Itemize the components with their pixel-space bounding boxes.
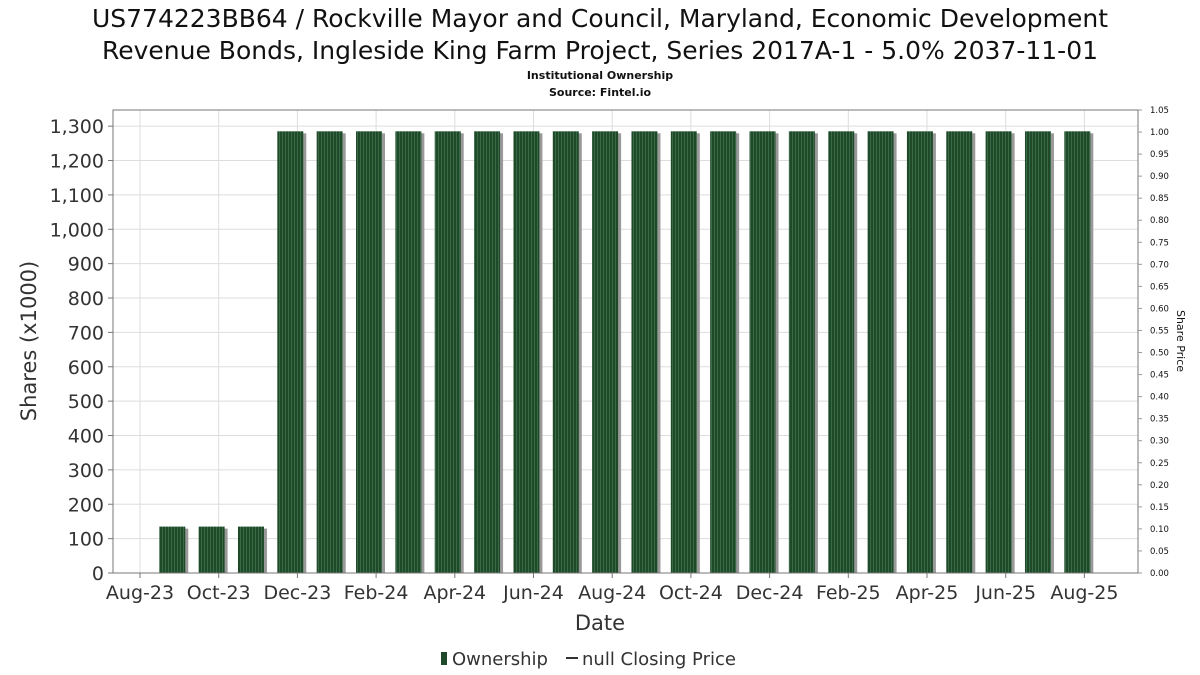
bar-Jun-25 xyxy=(985,131,1012,573)
bar-Jul-25 xyxy=(1024,131,1051,573)
chart-source: Source: Fintel.io xyxy=(549,86,651,99)
y-tick-label: 300 xyxy=(68,460,104,482)
bar-Jan-25 xyxy=(788,131,815,573)
x-tick-label: Dec-23 xyxy=(263,582,331,604)
y2-tick-label: 0.35 xyxy=(1150,415,1169,425)
y2-tick-label: 0.70 xyxy=(1150,260,1169,270)
y2-tick-label: 0.00 xyxy=(1150,569,1169,579)
y-tick-label: 400 xyxy=(68,426,104,448)
chart-title-line1: US774223BB64 / Rockville Mayor and Counc… xyxy=(92,4,1108,33)
y2-tick-label: 0.20 xyxy=(1150,481,1169,491)
bar-Jun-24 xyxy=(513,131,540,573)
chart-title-line2: Revenue Bonds, Ingleside King Farm Proje… xyxy=(102,36,1098,65)
bar-May-24 xyxy=(474,131,501,573)
y-tick-label: 0 xyxy=(92,563,104,585)
y2-tick-label: 0.75 xyxy=(1150,238,1169,248)
y-tick-label: 1,200 xyxy=(50,151,104,173)
y-tick-label: 100 xyxy=(68,529,104,551)
bar-Feb-24 xyxy=(356,131,383,573)
legend: Ownership null Closing Price xyxy=(441,649,736,670)
y-tick-label: 1,000 xyxy=(50,219,104,241)
y-tick-label: 1,300 xyxy=(50,116,104,138)
y-tick-label: 900 xyxy=(68,254,104,276)
bar-Aug-24 xyxy=(592,131,619,573)
y2-axis-label: Share Price xyxy=(1174,310,1187,372)
legend-price: null Closing Price xyxy=(582,649,736,670)
x-tick-label: Apr-24 xyxy=(423,582,486,604)
y-tick-label: 700 xyxy=(68,322,104,344)
y2-tick-label: 1.00 xyxy=(1150,128,1169,138)
y2-tick-label: 0.45 xyxy=(1150,371,1169,381)
y2-tick-label: 0.40 xyxy=(1150,393,1169,403)
bar-Sep-23 xyxy=(159,526,186,573)
x-tick-label: Jun-24 xyxy=(502,582,564,604)
bar-Feb-25 xyxy=(828,131,855,573)
x-tick-label: Apr-25 xyxy=(896,582,959,604)
bar-May-25 xyxy=(946,131,973,573)
x-tick-label: Jun-25 xyxy=(974,582,1036,604)
x-tick-label: Oct-24 xyxy=(659,582,723,604)
bar-Apr-24 xyxy=(434,131,461,573)
x-tick-label: Aug-23 xyxy=(106,582,174,604)
bar-Oct-23 xyxy=(198,526,225,573)
x-tick-label: Aug-24 xyxy=(578,582,646,604)
bar-Dec-24 xyxy=(749,131,776,573)
bar-Mar-25 xyxy=(867,131,894,573)
y-tick-label: 800 xyxy=(68,288,104,310)
plot-area xyxy=(112,109,1139,574)
x-tick-label: Oct-23 xyxy=(187,582,251,604)
y2-tick-label: 0.15 xyxy=(1150,503,1169,513)
y2-tick-label: 0.65 xyxy=(1150,282,1169,292)
y2-tick-label: 0.80 xyxy=(1150,216,1169,226)
y2-tick-label: 1.05 xyxy=(1150,106,1169,116)
y2-tick-label: 0.60 xyxy=(1150,304,1169,314)
bar-Apr-25 xyxy=(906,131,933,573)
bar-Jan-24 xyxy=(316,131,343,573)
y2-tick-label: 0.55 xyxy=(1150,326,1169,336)
y-tick-label: 500 xyxy=(68,391,104,413)
y2-tick-label: 0.95 xyxy=(1150,150,1169,160)
y2-tick-label: 0.25 xyxy=(1150,459,1169,469)
y-axis-label: Shares (x1000) xyxy=(17,261,41,421)
x-tick-label: Aug-25 xyxy=(1050,582,1118,604)
y2-tick-label: 0.10 xyxy=(1150,525,1169,535)
chart-subtitle: Institutional Ownership xyxy=(527,69,673,82)
x-axis-label: Date xyxy=(575,611,625,635)
y-tick-label: 600 xyxy=(68,357,104,379)
y2-tick-label: 0.05 xyxy=(1150,547,1169,557)
bar-Mar-24 xyxy=(395,131,422,573)
bar-Jul-24 xyxy=(552,131,579,573)
y-tick-label: 200 xyxy=(68,494,104,516)
y2-tick-label: 0.90 xyxy=(1150,172,1169,182)
y2-tick-label: 0.85 xyxy=(1150,194,1169,204)
legend-ownership: Ownership xyxy=(452,649,548,670)
y2-tick-label: 0.30 xyxy=(1150,437,1169,447)
y2-tick-label: 0.50 xyxy=(1150,349,1169,359)
bar-Nov-23 xyxy=(237,526,264,573)
bar-Dec-23 xyxy=(277,131,304,573)
bar-Oct-24 xyxy=(670,131,697,573)
x-tick-label: Feb-24 xyxy=(344,582,409,604)
legend-ownership-swatch xyxy=(441,652,447,665)
x-tick-label: Dec-24 xyxy=(736,582,804,604)
bar-Nov-24 xyxy=(710,131,737,573)
bar-Sep-24 xyxy=(631,131,658,573)
y-tick-label: 1,100 xyxy=(50,185,104,207)
bar-Aug-25 xyxy=(1064,131,1091,573)
x-tick-label: Feb-25 xyxy=(816,582,881,604)
